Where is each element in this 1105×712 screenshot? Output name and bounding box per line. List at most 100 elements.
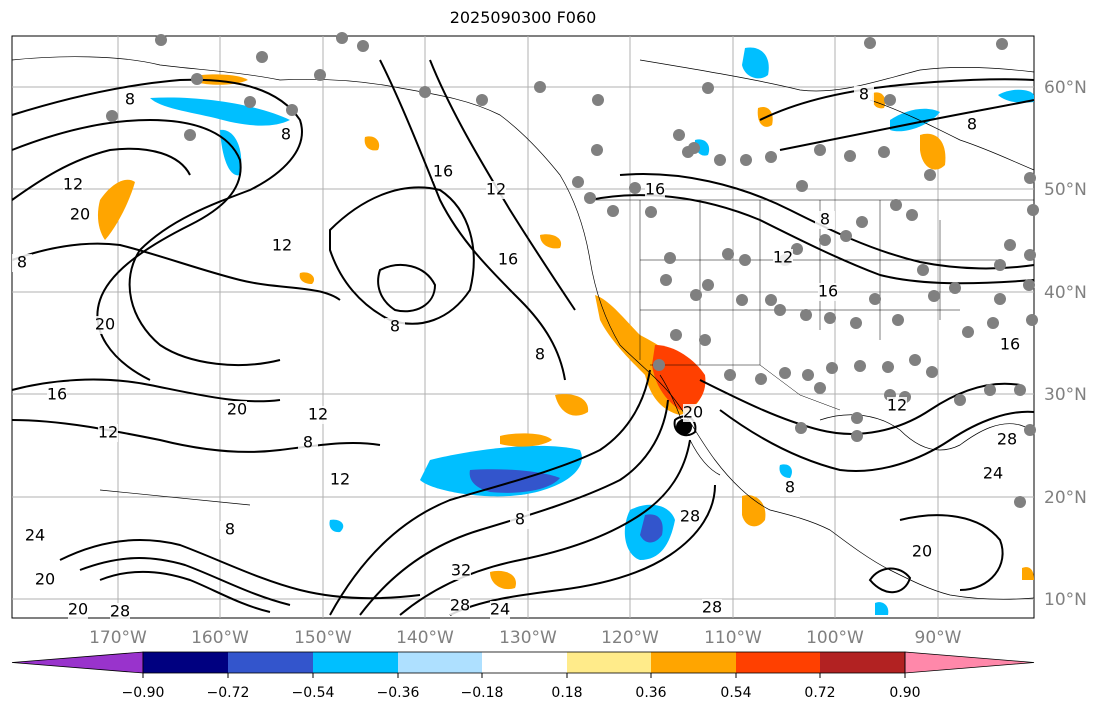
- colorbar-tick-label: 0.90: [889, 685, 920, 701]
- station-marker: [660, 274, 672, 286]
- contour-label: 8: [859, 85, 869, 104]
- contour-label: 16: [47, 385, 67, 404]
- positive-area: [920, 133, 946, 170]
- station-marker: [869, 293, 881, 305]
- contour-label-bg: [272, 237, 292, 255]
- contour-label: 8: [17, 253, 27, 272]
- contour-label-layer: 8 8 8 8 8 8 8 8 8 8 8 8 12 12 12 12 12 12 12 12 16 16 16 16 16 16…: [12, 85, 1020, 621]
- station-marker: [814, 382, 826, 394]
- station-marker: [826, 362, 838, 374]
- contour-label-bg: [962, 116, 982, 134]
- station-marker: [286, 104, 298, 116]
- colorbar-box: [567, 652, 651, 673]
- contour-label-bg: [451, 562, 471, 580]
- contour-label-bg: [12, 254, 32, 272]
- contour-label: 8: [820, 210, 830, 229]
- contour-label: 16: [818, 282, 838, 301]
- contour-label: 20: [683, 403, 703, 422]
- contour-label-bg: [887, 397, 907, 415]
- colorbar-tick-label: 0.54: [720, 685, 751, 701]
- contour-label-bg: [63, 176, 83, 194]
- contour-label: 16: [433, 162, 453, 181]
- contour-label-bg: [95, 316, 115, 334]
- station-marker: [740, 154, 752, 166]
- station-marker: [954, 394, 966, 406]
- contour-label: 28: [110, 602, 130, 621]
- station-marker: [765, 151, 777, 163]
- lat-tick-label: 10°N: [1044, 590, 1087, 610]
- station-marker: [1027, 204, 1039, 216]
- lat-tick-label: 50°N: [1044, 180, 1087, 200]
- lat-tick-label: 40°N: [1044, 283, 1087, 303]
- contour-label-bg: [110, 603, 130, 621]
- station-marker: [699, 334, 711, 346]
- station-marker: [1026, 314, 1038, 326]
- storm-center-marker: [676, 419, 692, 435]
- station-marker: [851, 412, 863, 424]
- station-marker: [357, 40, 369, 52]
- contour-label-bg: [220, 521, 240, 539]
- contour-label-bg: [385, 318, 405, 336]
- station-marker: [802, 369, 814, 381]
- colorbar-box: [482, 652, 567, 673]
- contour-label: 8: [125, 90, 135, 109]
- colorbar-box: [143, 652, 228, 673]
- contour-label-bg: [120, 91, 140, 109]
- station-marker: [928, 290, 940, 302]
- station-marker: [722, 248, 734, 260]
- station-marker: [592, 94, 604, 106]
- negative-area-core: [640, 514, 663, 543]
- station-marker: [851, 430, 863, 442]
- contour-label-bg: [25, 527, 45, 545]
- positive-area: [299, 272, 315, 284]
- colorbar-extend-high: [904, 651, 1035, 674]
- negative-area: [998, 89, 1034, 103]
- contour-label-bg: [530, 346, 550, 364]
- station-marker: [909, 354, 921, 366]
- station-marker: [736, 294, 748, 306]
- station-marker: [854, 360, 866, 372]
- station-marker: [476, 94, 488, 106]
- station-marker: [962, 326, 974, 338]
- contour-label: 24: [490, 600, 510, 619]
- contour-label-bg: [486, 181, 506, 199]
- lon-tick-label: 110°W: [704, 628, 762, 648]
- coastlines: [11, 56, 1035, 600]
- contour-label-bg: [912, 543, 932, 561]
- colorbar-box: [228, 652, 313, 673]
- contour-label: 16: [1000, 335, 1020, 354]
- station-marker: [1023, 279, 1035, 291]
- contour-label: 12: [308, 405, 328, 424]
- colorbar-tick-label: 0.72: [804, 685, 835, 701]
- contour-label-bg: [780, 479, 800, 497]
- contour-label-bg: [490, 601, 510, 619]
- station-marker: [607, 205, 619, 217]
- station-marker: [882, 361, 894, 373]
- contour-label-bg: [818, 283, 838, 301]
- contour-label: 20: [227, 400, 247, 419]
- station-marker: [840, 230, 852, 242]
- negative-area: [150, 97, 290, 126]
- station-marker: [774, 304, 786, 316]
- positive-area: [500, 433, 552, 447]
- station-marker: [800, 309, 812, 321]
- station-marker: [949, 282, 961, 294]
- colorbar-tick-label: −0.18: [461, 685, 504, 701]
- station-marker: [534, 81, 546, 93]
- contour-label: 12: [63, 175, 83, 194]
- contour-label: 12: [98, 423, 118, 442]
- negative-area: [779, 464, 792, 478]
- contour-label-bg: [98, 424, 118, 442]
- station-marker: [690, 289, 702, 301]
- colorbar-box: [398, 652, 482, 673]
- contour-lines: [11, 59, 1035, 616]
- station-marker: [1004, 239, 1016, 251]
- contour-label: 8: [967, 115, 977, 134]
- lon-tick-label: 90°W: [915, 628, 962, 648]
- gridlines: [12, 36, 1034, 618]
- station-marker: [906, 209, 918, 221]
- station-marker: [884, 94, 896, 106]
- station-marker: [645, 206, 657, 218]
